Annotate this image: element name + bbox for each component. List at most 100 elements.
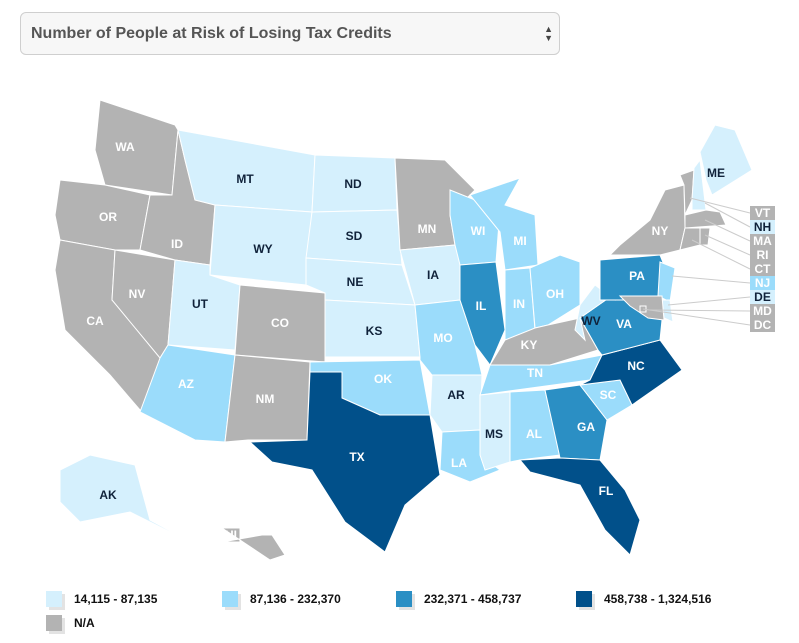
state-me[interactable] xyxy=(699,124,753,196)
legend-label: 14,115 - 87,135 xyxy=(74,592,158,606)
metric-select[interactable]: Number of People at Risk of Losing Tax C… xyxy=(20,12,560,55)
state-label-wa: WA xyxy=(115,140,135,154)
state-mi[interactable] xyxy=(469,177,539,271)
legend-swatch xyxy=(46,615,62,631)
leader-line xyxy=(667,296,751,306)
state-label-mt: MT xyxy=(236,172,254,186)
state-label-ks: KS xyxy=(366,324,383,338)
state-label-ma: MA xyxy=(753,234,772,248)
state-ga[interactable] xyxy=(544,384,608,461)
state-al[interactable] xyxy=(509,389,561,463)
state-label-sd: SD xyxy=(346,229,363,243)
state-label-ia: IA xyxy=(427,268,439,282)
state-ar[interactable] xyxy=(429,374,483,433)
state-or[interactable] xyxy=(54,179,151,251)
state-tn[interactable] xyxy=(479,354,603,396)
state-box-dc[interactable] xyxy=(750,318,775,332)
state-label-ky: KY xyxy=(521,338,538,352)
state-label-in: IN xyxy=(513,297,525,311)
state-box-nh[interactable] xyxy=(750,220,775,234)
state-fl[interactable] xyxy=(518,457,641,556)
state-ak[interactable] xyxy=(59,454,201,548)
leader-line xyxy=(691,239,751,270)
state-label-tx: TX xyxy=(349,450,364,464)
state-ma[interactable] xyxy=(684,209,727,229)
state-ms[interactable] xyxy=(479,391,511,471)
legend-item-c4: 458,738 - 1,324,516 xyxy=(576,591,711,607)
state-label-me: ME xyxy=(707,166,725,180)
state-label-ar: AR xyxy=(447,388,465,402)
legend-item-c1: 14,115 - 87,135 xyxy=(46,591,157,607)
state-box-vt[interactable] xyxy=(750,206,775,220)
legend-label: 232,371 - 458,737 xyxy=(424,592,522,606)
state-label-ms: MS xyxy=(485,427,503,441)
state-ny[interactable] xyxy=(608,184,686,256)
state-label-wv: WV xyxy=(581,314,600,328)
select-arrows-icon: ▲ ▼ xyxy=(544,24,553,43)
state-label-ut: UT xyxy=(192,297,209,311)
state-label-md: MD xyxy=(753,304,772,318)
state-label-nm: NM xyxy=(256,392,275,406)
state-box-de[interactable] xyxy=(750,290,775,304)
state-nh[interactable] xyxy=(691,158,707,211)
leader-line xyxy=(704,219,751,242)
state-label-mn: MN xyxy=(418,222,437,236)
legend-label: N/A xyxy=(74,616,95,630)
state-ky[interactable] xyxy=(489,317,599,366)
state-label-co: CO xyxy=(271,316,289,330)
state-label-ne: NE xyxy=(347,275,364,289)
legend-item-c2: 87,136 - 232,370 xyxy=(222,591,341,607)
legend-swatch xyxy=(396,591,412,607)
state-label-ak: AK xyxy=(99,488,117,502)
state-label-oh: OH xyxy=(546,287,564,301)
state-label-va: VA xyxy=(616,317,632,331)
state-label-mi: MI xyxy=(513,234,526,248)
state-label-wi: WI xyxy=(471,224,486,238)
state-label-ca: CA xyxy=(86,314,104,328)
state-nm[interactable] xyxy=(224,354,311,443)
legend-swatch xyxy=(46,591,62,607)
state-label-nc: NC xyxy=(627,359,645,373)
state-box-ct[interactable] xyxy=(750,262,775,276)
state-label-al: AL xyxy=(526,427,542,441)
state-wv[interactable] xyxy=(574,284,621,342)
legend-item-c3: 232,371 - 458,737 xyxy=(396,591,521,607)
state-label-id: ID xyxy=(171,237,183,251)
state-label-az: AZ xyxy=(178,377,194,391)
state-box-ma[interactable] xyxy=(750,234,775,248)
leader-line xyxy=(649,309,751,312)
state-label-ny: NY xyxy=(652,224,669,238)
state-label-ct: CT xyxy=(755,262,772,276)
state-label-mo: MO xyxy=(433,331,452,345)
state-label-fl: FL xyxy=(599,484,614,498)
leader-line xyxy=(671,275,751,284)
state-label-vt: VT xyxy=(755,206,771,220)
leader-line xyxy=(704,202,751,228)
leader-line xyxy=(704,234,751,256)
legend-swatch xyxy=(222,591,238,607)
state-label-dc: DC xyxy=(754,318,772,332)
state-box-ri[interactable] xyxy=(750,248,775,262)
leader-line xyxy=(689,197,751,214)
state-label-sc: SC xyxy=(600,388,617,402)
state-box-md[interactable] xyxy=(750,304,775,318)
state-label-de: DE xyxy=(754,290,771,304)
state-label-tn: TN xyxy=(527,366,543,380)
state-label-nd: ND xyxy=(344,177,362,191)
state-label-ga: GA xyxy=(577,420,595,434)
state-mt[interactable] xyxy=(177,129,316,213)
state-label-nv: NV xyxy=(129,287,146,301)
state-label-hi: HI xyxy=(225,528,237,542)
us-choropleth-map: WA OR CA NV ID MT WY UT CO AZ NM ND SD NE KS OK TX MN IA MO… xyxy=(54,99,775,561)
state-vt[interactable] xyxy=(679,169,695,216)
legend-label: 87,136 - 232,370 xyxy=(250,592,341,606)
state-box-nj[interactable] xyxy=(750,276,775,290)
state-label-nj: NJ xyxy=(755,276,770,290)
state-label-la: LA xyxy=(451,456,467,470)
state-ct[interactable] xyxy=(679,227,701,251)
state-hi[interactable] xyxy=(220,527,286,561)
state-wa[interactable] xyxy=(94,99,179,196)
state-tx[interactable] xyxy=(248,371,441,553)
leader-line xyxy=(642,308,751,326)
legend-swatch xyxy=(576,591,592,607)
